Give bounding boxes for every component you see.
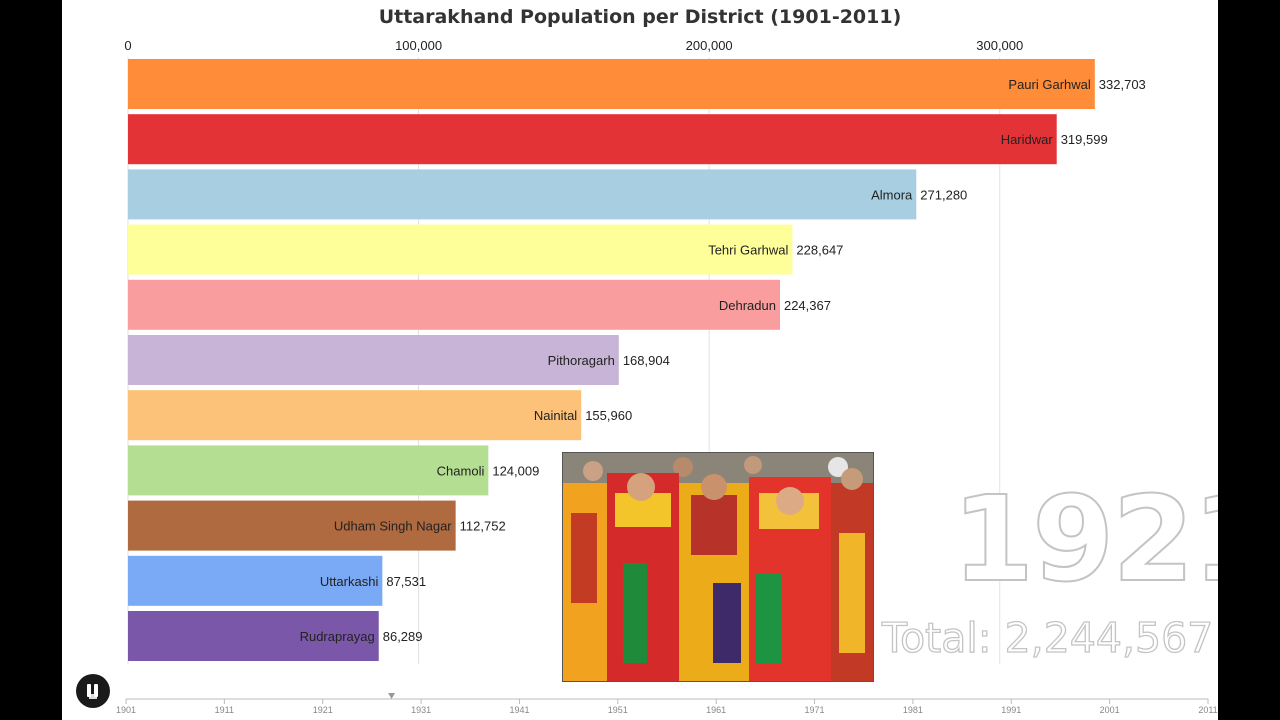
chart-canvas: Uttarakhand Population per District (190… (62, 0, 1218, 720)
bar-value-label: 332,703 (1099, 77, 1146, 92)
bar-category-label: Almora (871, 187, 913, 202)
bar (128, 611, 379, 661)
bar-value-label: 224,367 (784, 298, 831, 313)
bar-category-label: Nainital (534, 408, 577, 423)
timeline-year-label[interactable]: 1931 (411, 705, 431, 715)
current-year: 1921 (951, 469, 1218, 609)
timeline-year-label[interactable]: 1971 (805, 705, 825, 715)
x-tick-label: 200,000 (686, 38, 733, 53)
timeline-year-label[interactable]: 2011 (1198, 705, 1217, 715)
bar (128, 500, 456, 551)
timeline-year-label[interactable]: 1951 (608, 705, 628, 715)
bar (128, 224, 793, 275)
x-tick-label: 100,000 (395, 38, 442, 53)
bar-category-label: Haridwar (1001, 132, 1054, 147)
play-pause-button[interactable] (76, 674, 110, 708)
bar-category-label: Pauri Garhwal (1008, 77, 1090, 92)
bar-value-label: 271,280 (920, 187, 967, 202)
timeline-year-label[interactable]: 1961 (706, 705, 726, 715)
bar-chart: 0 100,000 200,000 300,000 Pauri Garhwal 332,7… (116, 38, 1218, 715)
bar-value-label: 124,009 (492, 463, 539, 478)
timeline-year-label[interactable]: 1941 (509, 705, 529, 715)
total-population: Total: 2,244,567 (881, 613, 1214, 662)
bar (128, 445, 489, 496)
bar-category-label: Tehri Garhwal (708, 243, 788, 258)
timeline-year-label[interactable]: 2001 (1100, 705, 1120, 715)
bar (128, 555, 383, 606)
x-tick-label: 300,000 (976, 38, 1023, 53)
bar-category-label: Udham Singh Nagar (334, 519, 452, 534)
timeline-year-label[interactable]: 1981 (903, 705, 923, 715)
bar (128, 169, 917, 220)
bar (128, 59, 1095, 109)
folk-dancers-photo (562, 452, 874, 682)
timeline-year-label[interactable]: 1921 (313, 705, 333, 715)
bar-value-label: 228,647 (796, 243, 843, 258)
bar-value-label: 168,904 (623, 353, 670, 368)
bar-value-label: 155,960 (585, 408, 632, 423)
bar-category-label: Chamoli (437, 463, 485, 478)
bar-category-label: Uttarkashi (320, 574, 379, 589)
bar-value-label: 87,531 (386, 574, 426, 589)
chart-title: Uttarakhand Population per District (190… (378, 6, 902, 28)
timeline-handle[interactable] (388, 693, 396, 699)
bar (128, 279, 780, 330)
bar (128, 114, 1057, 165)
bar-category-label: Dehradun (719, 298, 776, 313)
bar (128, 390, 582, 441)
bar-value-label: 112,752 (460, 519, 506, 534)
bar-category-label: Rudraprayag (300, 629, 375, 644)
timeline-year-label[interactable]: 1911 (215, 705, 234, 715)
bar (128, 335, 619, 385)
bar-value-label: 86,289 (383, 629, 423, 644)
bar-value-label: 319,599 (1061, 132, 1108, 147)
timeline-year-label[interactable]: 1991 (1001, 705, 1021, 715)
pause-icon (87, 684, 98, 699)
x-tick-label: 0 (124, 38, 131, 53)
bar-category-label: Pithoragarh (548, 353, 615, 368)
timeline-year-label[interactable]: 1901 (116, 705, 136, 715)
